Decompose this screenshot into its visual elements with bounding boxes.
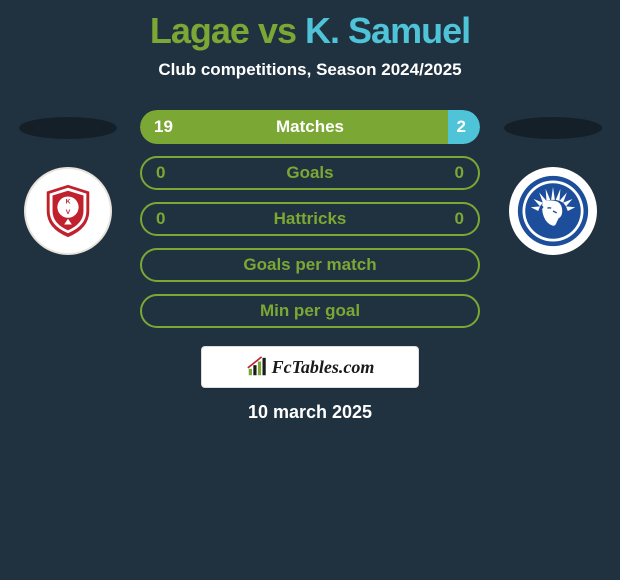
- stat-value-left: 0: [156, 163, 165, 183]
- subtitle: Club competitions, Season 2024/2025: [0, 60, 620, 80]
- team1-crest: K V: [24, 167, 112, 255]
- player2-name: K. Samuel: [305, 10, 470, 51]
- stat-value-left: 0: [156, 209, 165, 229]
- chart-icon: [246, 356, 268, 378]
- gent-crest-icon: [516, 174, 590, 248]
- stat-label: Hattricks: [274, 209, 347, 229]
- stat-row: 19 2 Matches: [140, 110, 480, 144]
- kortrijk-crest-icon: K V: [39, 182, 97, 240]
- vs-text: vs: [258, 10, 296, 51]
- right-column: [500, 110, 605, 255]
- shadow-ellipse-left: [19, 117, 117, 139]
- svg-text:V: V: [65, 209, 70, 216]
- left-column: K V: [15, 110, 120, 255]
- stat-label: Min per goal: [260, 301, 360, 321]
- stat-row: Goals per match: [140, 248, 480, 282]
- stat-row: 0 0 Hattricks: [140, 202, 480, 236]
- stat-row: 0 0 Goals: [140, 156, 480, 190]
- stat-value-right: 2: [457, 117, 466, 137]
- footer-brand-text: FcTables.com: [272, 357, 375, 378]
- page-title: Lagae vs K. Samuel: [0, 10, 620, 52]
- date-text: 10 march 2025: [0, 402, 620, 423]
- stats-column: 19 2 Matches 0 0 Goals 0 0 Hattricks Goals per ma…: [140, 110, 480, 328]
- svg-text:K: K: [65, 198, 70, 205]
- stat-row: Min per goal: [140, 294, 480, 328]
- footer-brand-badge: FcTables.com: [201, 346, 419, 388]
- stat-value-right: 0: [455, 209, 464, 229]
- stat-label: Matches: [276, 117, 344, 137]
- team2-crest: [509, 167, 597, 255]
- stats-area: K V 19 2 Matches 0 0 Goals 0 0 Hattricks Goals pe…: [0, 110, 620, 328]
- player1-name: Lagae: [150, 10, 249, 51]
- stat-value-left: 19: [154, 117, 173, 137]
- shadow-ellipse-right: [504, 117, 602, 139]
- stat-value-right: 0: [455, 163, 464, 183]
- stat-label: Goals per match: [243, 255, 376, 275]
- stat-label: Goals: [286, 163, 333, 183]
